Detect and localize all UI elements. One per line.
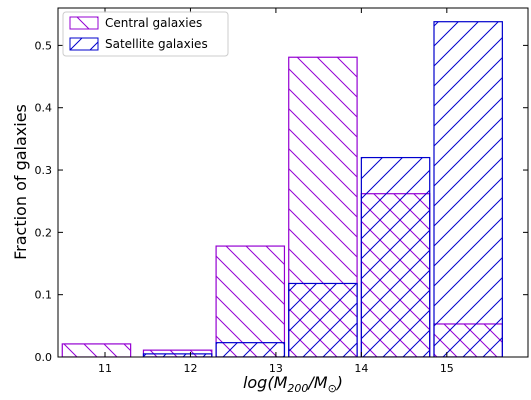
bar-satellite-0 <box>142 353 213 357</box>
x-axis-label-subscript: 200 <box>287 382 308 395</box>
y-axis-label: Fraction of galaxies <box>11 104 30 260</box>
x-axis-label-separator: /M <box>306 373 327 392</box>
y-tick-label: 0.2 <box>35 226 53 239</box>
x-tick-label: 13 <box>269 362 283 375</box>
bar-central-0 <box>61 343 132 357</box>
legend-swatch-central <box>69 16 99 30</box>
x-tick-label: 11 <box>98 362 112 375</box>
bar-satellite-4 <box>433 21 503 357</box>
x-tick-label: 12 <box>183 362 197 375</box>
y-tick-label: 0.1 <box>35 289 53 302</box>
y-tick-label: 0.3 <box>35 164 53 177</box>
plot-frame <box>57 7 529 358</box>
legend-swatch-satellite <box>69 37 99 51</box>
y-tick-label: 0.0 <box>35 351 53 364</box>
x-tick-label: 14 <box>354 362 368 375</box>
legend: Central galaxies Satellite galaxies <box>62 11 229 57</box>
legend-box <box>62 11 229 57</box>
bars-layer <box>61 21 503 357</box>
y-tick-label: 0.5 <box>35 39 53 52</box>
bar-satellite-2 <box>288 282 358 357</box>
x-axis-label-end: ) <box>336 373 343 392</box>
x-axis-label: log(M200/M⊙) <box>243 373 343 395</box>
ticks-layer: 11 12 13 14 15 0.0 0.1 0.2 0.3 0.4 0.5 <box>35 8 528 375</box>
x-axis-label-start: log(M <box>243 373 288 392</box>
legend-label-satellite: Satellite galaxies <box>105 37 208 51</box>
y-tick-label: 0.4 <box>35 102 53 115</box>
bar-central-3 <box>215 245 286 357</box>
legend-label-central: Central galaxies <box>105 16 202 30</box>
bar-satellite-1 <box>215 342 286 357</box>
bar-satellite-3 <box>360 156 431 357</box>
x-axis-label-sun-symbol: ⊙ <box>328 382 337 395</box>
x-tick-label: 15 <box>440 362 454 375</box>
